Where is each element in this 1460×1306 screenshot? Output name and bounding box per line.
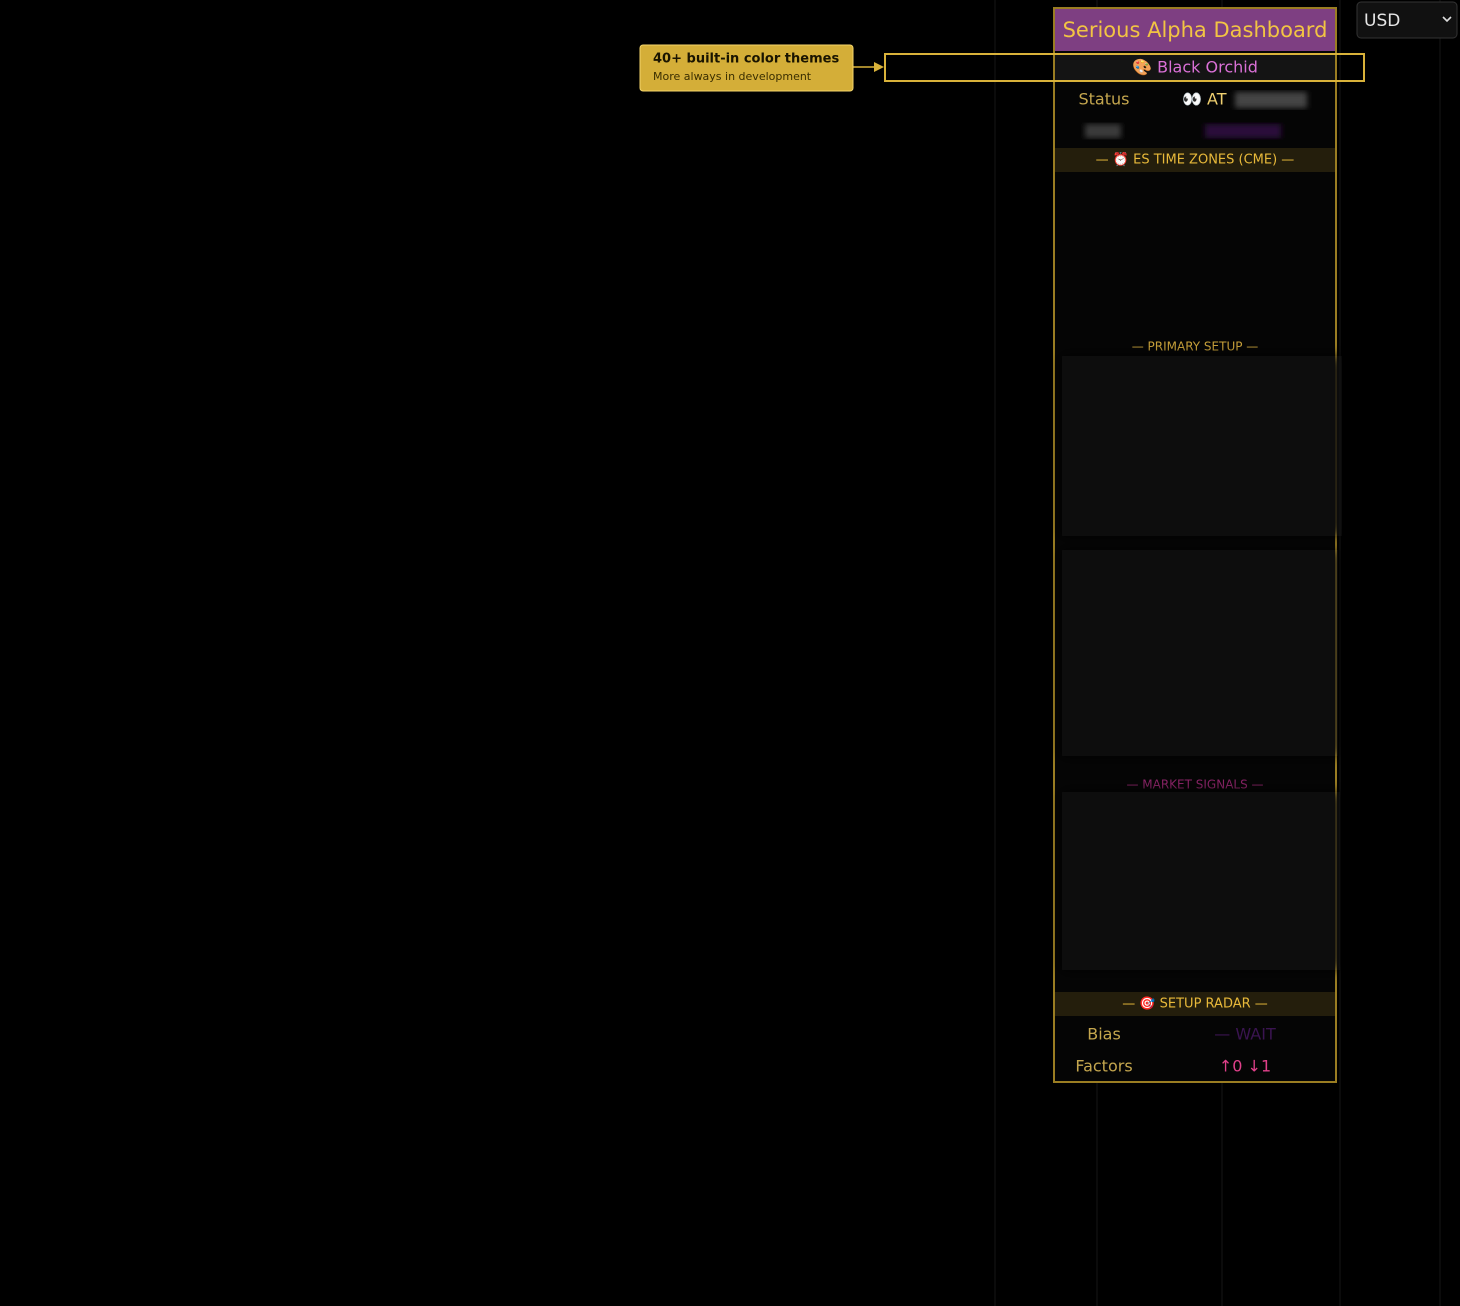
bias-value: — WAIT xyxy=(1214,1025,1276,1044)
tooltip xyxy=(639,44,854,92)
currency[interactable]: USD xyxy=(1364,11,1400,31)
section-bar xyxy=(1055,992,1335,1016)
status-label: Status xyxy=(1079,90,1130,109)
tooltip-subtitle: More always in development xyxy=(653,70,812,83)
dashboard: Serious Alpha Dashboard 🎨 Black Orchid S… xyxy=(1053,7,1342,1083)
dashboard-title: Serious Alpha Dashboard xyxy=(1063,18,1328,42)
theme-row xyxy=(1055,54,1335,81)
section-header: — 🎯 SETUP RADAR — xyxy=(1122,996,1268,1012)
theme-name: 🎨 Black Orchid xyxy=(1132,58,1258,77)
locked-block xyxy=(1062,792,1340,970)
chevron xyxy=(1442,16,1452,23)
currency-select[interactable] xyxy=(1356,1,1458,39)
title-bar xyxy=(1055,9,1335,51)
tooltip-title: 40+ built-in color themes xyxy=(653,52,839,67)
arrow-head xyxy=(874,62,884,72)
blurred xyxy=(1085,124,1121,138)
factors-label: Factors xyxy=(1075,1057,1132,1076)
bias-label: Bias xyxy=(1087,1025,1121,1044)
locked-block xyxy=(1062,356,1342,536)
factors-value: ↑0 ↓1 xyxy=(1219,1057,1271,1076)
highlight xyxy=(884,53,1365,82)
section-header: — MARKET SIGNALS — xyxy=(1126,778,1263,792)
section-bar xyxy=(1055,148,1335,172)
status-value: 👀 AT xyxy=(1182,90,1227,109)
locked-block xyxy=(1062,550,1338,756)
section-header: — ⏰ ES TIME ZONES (CME) — xyxy=(1096,151,1295,168)
blurred xyxy=(1235,92,1307,108)
section-header: — PRIMARY SETUP — xyxy=(1132,340,1259,354)
blurred xyxy=(1205,124,1281,138)
